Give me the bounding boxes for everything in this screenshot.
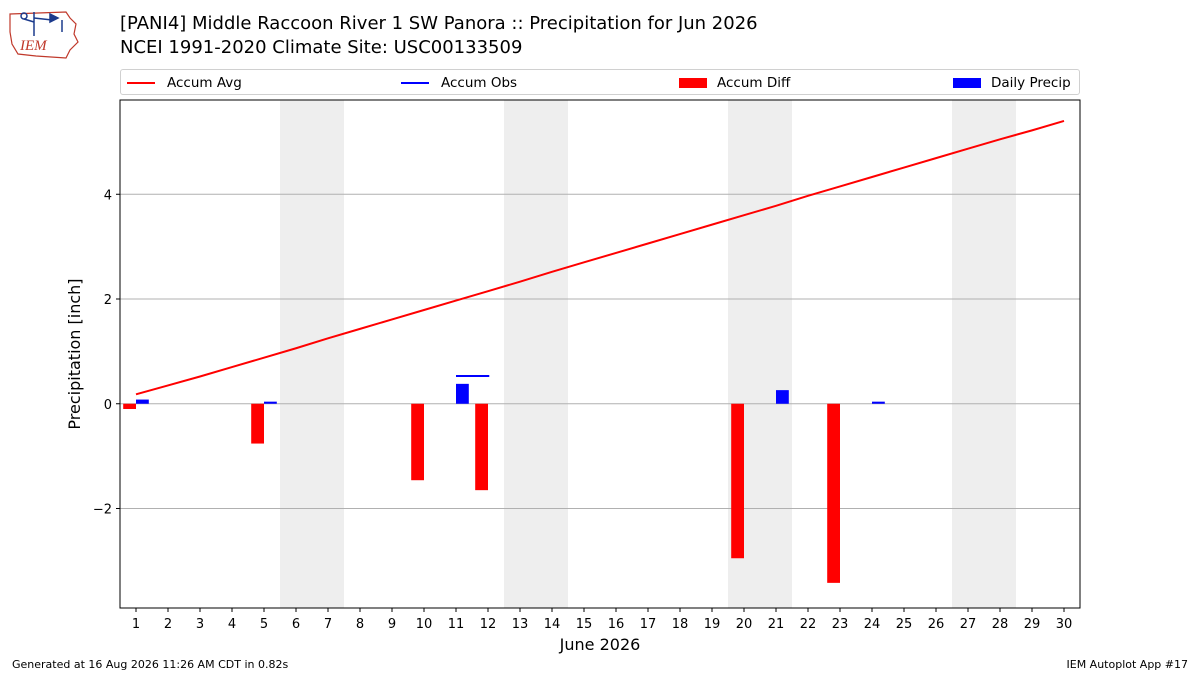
x-tick-label: 6 xyxy=(292,617,300,632)
weekend-shade xyxy=(760,100,792,608)
x-tick-label: 9 xyxy=(388,617,396,632)
y-axis-label: Precipitation [inch] xyxy=(65,278,84,429)
daily-precip-bar xyxy=(776,390,789,404)
footer-app: IEM Autoplot App #17 xyxy=(1066,658,1189,671)
x-tick-label: 22 xyxy=(800,617,817,632)
legend-item-daily-precip: Daily Precip xyxy=(953,74,1071,92)
x-tick-label: 4 xyxy=(228,617,236,632)
legend-label-accum-diff: Accum Diff xyxy=(717,75,791,91)
x-tick-label: 29 xyxy=(1024,617,1041,632)
y-tick-label: 0 xyxy=(104,398,112,413)
accum-diff-bar xyxy=(411,403,424,481)
y-tick-label: 2 xyxy=(104,293,112,308)
daily-precip-bar xyxy=(872,401,885,404)
accum-diff-bar xyxy=(251,403,264,444)
x-tick-label: 15 xyxy=(576,617,593,632)
x-tick-label: 23 xyxy=(832,617,849,632)
weekend-shade xyxy=(536,100,568,608)
iowa-outline xyxy=(9,11,79,59)
x-tick-label: 8 xyxy=(356,617,364,632)
x-tick-label: 13 xyxy=(512,617,529,632)
x-tick-label: 5 xyxy=(260,617,268,632)
x-tick-label: 14 xyxy=(544,617,561,632)
weekend-shade xyxy=(984,100,1016,608)
plot-frame xyxy=(119,99,1081,609)
legend-label-accum-obs: Accum Obs xyxy=(441,75,518,91)
x-tick-label: 11 xyxy=(448,617,465,632)
x-tick-label: 10 xyxy=(416,617,433,632)
x-tick-label: 16 xyxy=(608,617,625,632)
legend-swatch-accum-avg xyxy=(127,82,155,84)
x-tick-label: 26 xyxy=(928,617,945,632)
x-tick-label: 19 xyxy=(704,617,721,632)
legend-swatch-daily-precip xyxy=(953,78,981,88)
x-tick-label: 25 xyxy=(896,617,913,632)
x-tick-label: 2 xyxy=(164,617,172,632)
chart-title: [PANI4] Middle Raccoon River 1 SW Panora… xyxy=(120,13,758,34)
chart-subtitle: NCEI 1991-2020 Climate Site: USC00133509 xyxy=(120,37,523,58)
weekend-shade xyxy=(952,100,984,608)
x-tick-label: 17 xyxy=(640,617,657,632)
weather-station-icon xyxy=(20,12,63,36)
legend-swatch-accum-diff xyxy=(679,78,707,88)
x-tick-label: 1 xyxy=(132,617,140,632)
legend-item-accum-diff: Accum Diff xyxy=(679,74,790,92)
legend-item-accum-obs: Accum Obs xyxy=(401,74,517,92)
y-tick-label: −2 xyxy=(93,502,112,517)
accum-diff-bar xyxy=(827,403,840,583)
x-tick-label: 12 xyxy=(480,617,497,632)
footer-generated: Generated at 16 Aug 2026 11:26 AM CDT in… xyxy=(12,658,289,671)
weekend-shade xyxy=(280,100,312,608)
legend-label-daily-precip: Daily Precip xyxy=(991,75,1071,91)
x-tick-label: 28 xyxy=(992,617,1009,632)
chart-legend: Accum Avg Accum Obs Accum Diff Daily Pre… xyxy=(120,69,1080,95)
accum-diff-bar xyxy=(475,403,488,491)
legend-label-accum-avg: Accum Avg xyxy=(167,75,242,91)
weekend-shade xyxy=(312,100,344,608)
x-tick-label: 21 xyxy=(768,617,785,632)
logo-text: IEM xyxy=(19,38,48,54)
daily-precip-bar xyxy=(136,399,149,404)
x-axis-label: June 2026 xyxy=(559,635,641,654)
y-tick-label: 4 xyxy=(104,188,112,203)
x-tick-label: 24 xyxy=(864,617,881,632)
x-tick-label: 3 xyxy=(196,617,204,632)
x-tick-label: 20 xyxy=(736,617,753,632)
legend-item-accum-avg: Accum Avg xyxy=(127,74,242,92)
accum-diff-bar xyxy=(123,403,136,409)
iem-logo: IEM xyxy=(9,11,79,59)
x-tick-label: 18 xyxy=(672,617,689,632)
accum-diff-bar xyxy=(731,403,744,559)
accum-avg-line xyxy=(135,119,1065,396)
weekend-shade xyxy=(504,100,536,608)
daily-precip-bar xyxy=(456,383,469,404)
x-tick-label: 30 xyxy=(1056,617,1073,632)
daily-precip-bar xyxy=(264,401,277,404)
legend-swatch-accum-obs xyxy=(401,82,429,84)
x-tick-label: 27 xyxy=(960,617,977,632)
x-tick-label: 7 xyxy=(324,617,332,632)
